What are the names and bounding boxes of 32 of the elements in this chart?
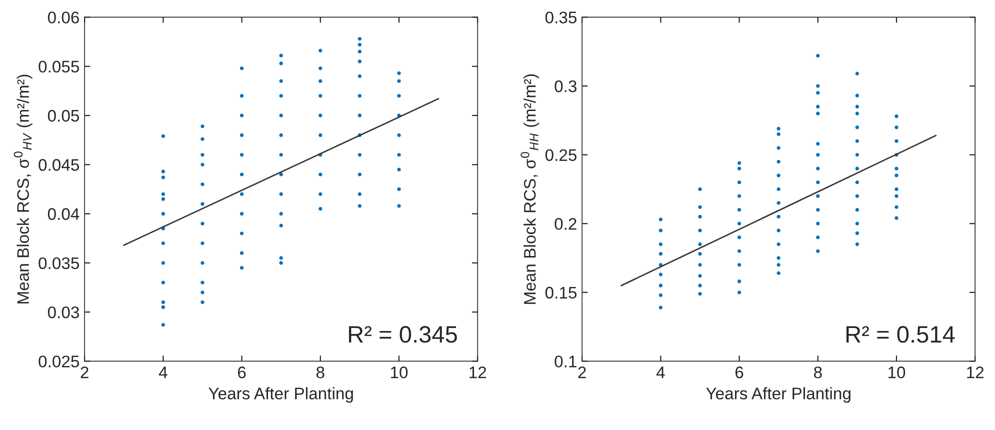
- y-tick-label: 0.15: [545, 286, 577, 299]
- y-tick-label: 0.055: [38, 60, 80, 73]
- y-tick-label: 0.3: [554, 80, 576, 92]
- x-tick-label: 10: [391, 366, 408, 378]
- x-tick-label: 2: [80, 366, 88, 378]
- x-tick-label: 6: [238, 366, 246, 378]
- y-tick-label: 0.025: [38, 356, 80, 368]
- y-tick-label: 0.03: [48, 306, 79, 318]
- annotation: R² = 0.514: [846, 326, 955, 343]
- x-tick-label: 8: [316, 366, 324, 378]
- x-tick-label: 2: [578, 366, 586, 378]
- x-tick-label: 4: [656, 366, 665, 378]
- y-tick-label: 0.1: [554, 356, 576, 368]
- y-tick-label: 0.05: [48, 110, 80, 122]
- x-tick-label: 6: [735, 366, 744, 378]
- x-tick-label: 8: [814, 366, 822, 378]
- y-tick-label: 0.035: [38, 257, 80, 270]
- x-tick-label: 10: [888, 366, 906, 378]
- x-tick-label: 12: [967, 366, 984, 378]
- y-tick-label: 0.2: [554, 218, 576, 230]
- y-axis-title: Mean Block RCS, σ$^{0}$$_{HV}$ (m²/m²): [14, 74, 32, 304]
- x-tick-label: 4: [158, 366, 168, 378]
- x-axis-title: Years After Planting: [706, 387, 850, 403]
- y-tick-label: 0.045: [38, 159, 80, 171]
- y-tick-label: 0.35: [545, 12, 577, 24]
- x-tick-label: 12: [470, 366, 486, 378]
- y-tick-label: 0.06: [48, 12, 79, 24]
- y-axis-title: Mean Block RCS, σ$^{0}$$_{HH}$ (m²/m²): [520, 74, 540, 304]
- annotation: R² = 0.345: [348, 326, 457, 343]
- y-tick-label: 0.04: [48, 208, 80, 220]
- x-axis-title: Years After Planting: [208, 387, 353, 403]
- y-tick-label: 0.25: [545, 149, 577, 162]
